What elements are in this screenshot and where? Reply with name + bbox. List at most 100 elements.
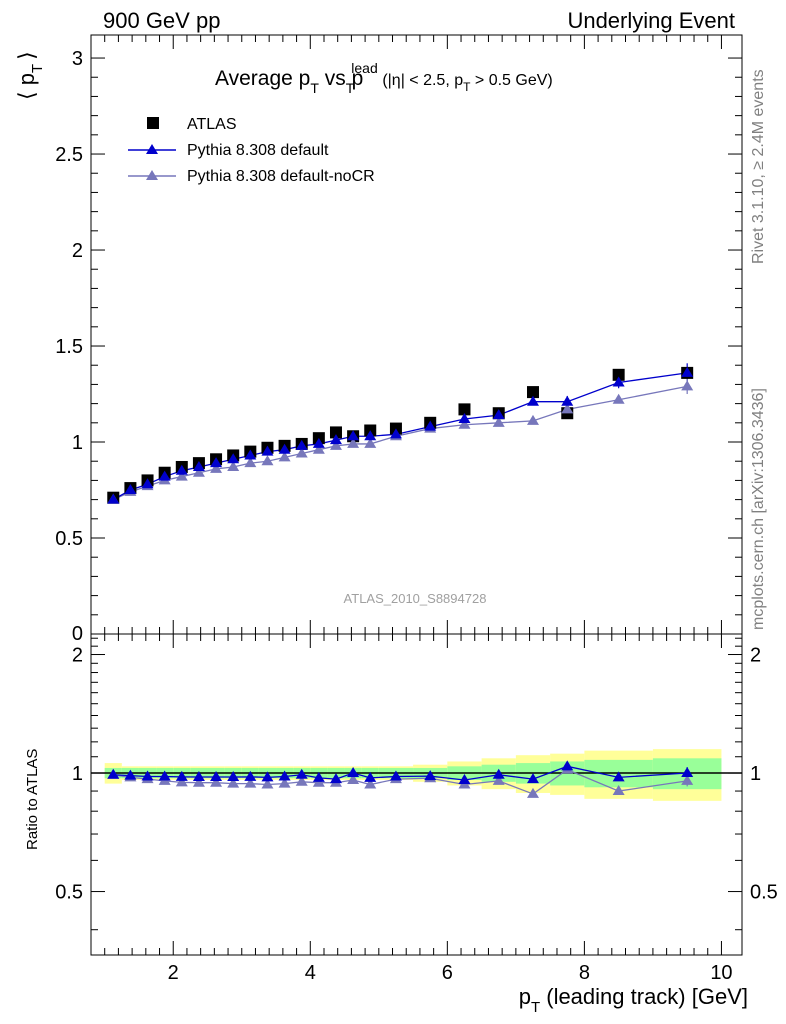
mcplots-label: mcplots.cern.ch [arXiv:1306.3436] (750, 388, 767, 630)
analysis-watermark: ATLAS_2010_S8894728 (344, 591, 487, 606)
ratio-ytick-label-left: 1 (72, 763, 83, 785)
data-point-default (175, 464, 188, 475)
data-point-default (295, 439, 308, 450)
data-point-nocr (278, 451, 291, 462)
data-point-atlas (458, 403, 471, 416)
legend-marker-default (146, 144, 158, 154)
ratio-point-nocr (612, 785, 625, 796)
main-ytick-label-zero: 0 (72, 623, 83, 645)
data-point-nocr (329, 439, 342, 450)
ratio-point-nocr (192, 776, 205, 787)
ratio-point-default (424, 770, 437, 781)
data-point-nocr (561, 403, 574, 414)
ratio-xtick-label: 2 (168, 962, 179, 984)
ratio-ytick-label-left: 2 (72, 645, 83, 667)
data-point-default (278, 443, 291, 454)
data-point-nocr (261, 455, 274, 466)
ratio-point-default (141, 770, 154, 781)
data-point-nocr (526, 414, 539, 425)
ratio-point-default (347, 767, 360, 778)
data-point-default (141, 478, 154, 489)
main-ylabel: ⟨ pT ⟩ (14, 51, 46, 100)
data-point-default (681, 366, 694, 377)
ratio-point-default (124, 769, 137, 780)
ratio-point-default (192, 771, 205, 782)
data-point-default (244, 449, 257, 460)
ratio-ylabel: Ratio to ATLAS (24, 749, 41, 850)
ratio-xtick-label: 8 (579, 962, 590, 984)
data-point-default (458, 412, 471, 423)
data-point-default (329, 434, 342, 445)
ratio-point-default (612, 771, 625, 782)
ratio-point-nocr (175, 776, 188, 787)
main-ytick-label: 3 (72, 48, 83, 70)
legend-label-nocr: Pythia 8.308 default-noCR (187, 168, 375, 185)
title-paren-end: > 0.5 GeV) (470, 72, 552, 89)
ratio-point-default (107, 768, 120, 779)
data-point-default (492, 409, 505, 420)
ratio-ytick-label-left: 0.5 (55, 882, 83, 904)
ratio-point-default (295, 768, 308, 779)
ratio-point-default (458, 774, 471, 785)
ratio-point-default (312, 771, 325, 782)
data-point-nocr (364, 437, 377, 448)
ratio-point-default (681, 767, 694, 778)
legend: ATLAS Pythia 8.308 default Pythia 8.308 … (128, 116, 375, 185)
ylabel-main: ⟨ p (14, 73, 39, 100)
ratio-point-default (175, 770, 188, 781)
data-point-atlas (526, 386, 539, 399)
ratio-point-nocr (347, 774, 360, 785)
ratio-ytick-label-right: 1 (750, 763, 761, 785)
ratio-plot-marks (107, 760, 694, 798)
ratio-point-default (210, 771, 223, 782)
ratio-point-default (278, 770, 291, 781)
ratio-point-default (329, 773, 342, 784)
xlabel-main: p (519, 984, 531, 1009)
ratio-ytick-label-right: 2 (750, 645, 761, 667)
data-point-default (210, 457, 223, 468)
data-point-nocr (210, 462, 223, 473)
data-point-nocr (492, 416, 505, 427)
title-paren-sub: T (463, 80, 471, 94)
main-ytick-label: 1.5 (55, 336, 83, 358)
title-vs: vs p (319, 67, 363, 90)
data-point-nocr (458, 418, 471, 429)
ratio-point-nocr (244, 777, 257, 788)
title-sub2: T (346, 80, 355, 96)
data-point-default (261, 445, 274, 456)
ylabel-end: ⟩ (14, 51, 39, 60)
data-point-default (364, 430, 377, 441)
data-point-atlas (329, 426, 342, 439)
data-point-nocr (347, 437, 360, 448)
ratio-point-default (158, 770, 171, 781)
data-point-default (192, 460, 205, 471)
main-ytick-label: 1 (72, 432, 83, 454)
legend-marker-nocr (146, 170, 158, 180)
data-point-default (612, 376, 625, 387)
data-point-nocr (612, 393, 625, 404)
data-point-default (107, 493, 120, 504)
data-point-nocr (192, 466, 205, 477)
ratio-point-nocr (492, 774, 505, 785)
header-right: Underlying Event (567, 8, 735, 33)
title-main: Average p (215, 67, 310, 90)
ratio-point-nocr (364, 778, 377, 789)
ratio-point-nocr (227, 777, 240, 788)
ratio-point-default (561, 760, 574, 771)
main-y-axis: 0.5 1 1.5 2 2.5 3 0 (55, 48, 742, 645)
data-point-default (158, 470, 171, 481)
title-sub1: T (310, 80, 319, 96)
xlabel-end: (leading track) [GeV] (540, 984, 748, 1009)
ratio-x-axis: 2 4 6 8 10 (104, 634, 733, 984)
title-paren: (|η| < 2.5, p (382, 72, 463, 89)
data-point-default (561, 395, 574, 406)
ratio-point-default (261, 771, 274, 782)
ratio-point-nocr (526, 787, 539, 798)
legend-marker-atlas (147, 117, 159, 129)
ratio-point-nocr (261, 778, 274, 789)
data-point-atlas (612, 368, 625, 381)
legend-label-atlas: ATLAS (187, 116, 237, 133)
data-point-nocr (681, 380, 694, 391)
